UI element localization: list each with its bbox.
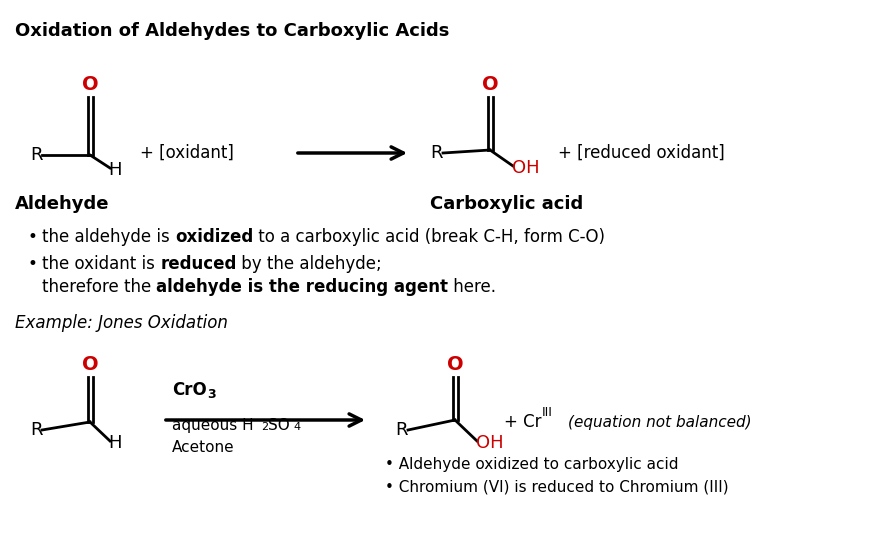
Text: O: O: [482, 76, 499, 95]
Text: + [oxidant]: + [oxidant]: [140, 144, 234, 162]
Text: + [reduced oxidant]: + [reduced oxidant]: [558, 144, 724, 162]
Text: the aldehyde is: the aldehyde is: [42, 228, 175, 246]
Text: reduced: reduced: [161, 255, 236, 273]
Text: Example: Jones Oxidation: Example: Jones Oxidation: [15, 314, 227, 332]
Text: by the aldehyde;: by the aldehyde;: [236, 255, 383, 273]
Text: Aldehyde: Aldehyde: [15, 195, 110, 213]
Text: R: R: [30, 421, 43, 439]
Text: H: H: [108, 161, 121, 179]
Text: + Cr: + Cr: [504, 413, 541, 431]
Text: • Aldehyde oxidized to carboxylic acid: • Aldehyde oxidized to carboxylic acid: [385, 457, 679, 472]
Text: 2: 2: [261, 422, 268, 432]
Text: OH: OH: [512, 159, 540, 177]
Text: 3: 3: [207, 387, 216, 400]
Text: H: H: [108, 434, 121, 452]
Text: R: R: [30, 146, 43, 164]
Text: Acetone: Acetone: [172, 440, 235, 455]
Text: therefore the: therefore the: [42, 278, 156, 296]
Text: O: O: [447, 355, 463, 374]
Text: (equation not balanced): (equation not balanced): [568, 415, 752, 430]
Text: R: R: [430, 144, 442, 162]
Text: oxidized: oxidized: [175, 228, 253, 246]
Text: the oxidant is: the oxidant is: [42, 255, 161, 273]
Text: III: III: [542, 406, 553, 419]
Text: Oxidation of Aldehydes to Carboxylic Acids: Oxidation of Aldehydes to Carboxylic Aci…: [15, 22, 450, 40]
Text: OH: OH: [476, 434, 504, 452]
Text: • Chromium (VI) is reduced to Chromium (III): • Chromium (VI) is reduced to Chromium (…: [385, 480, 729, 495]
Text: SO: SO: [268, 418, 290, 433]
Text: O: O: [82, 76, 98, 95]
Text: aqueous H: aqueous H: [172, 418, 253, 433]
Text: 4: 4: [293, 422, 300, 432]
Text: •: •: [28, 228, 37, 246]
Text: here.: here.: [449, 278, 497, 296]
Text: R: R: [395, 421, 408, 439]
Text: CrO: CrO: [172, 381, 207, 399]
Text: •: •: [28, 255, 37, 273]
Text: Carboxylic acid: Carboxylic acid: [430, 195, 583, 213]
Text: aldehyde is the reducing agent: aldehyde is the reducing agent: [156, 278, 449, 296]
Text: O: O: [82, 355, 98, 374]
Text: to a carboxylic acid (break C‑H, form C‑O): to a carboxylic acid (break C‑H, form C‑…: [253, 228, 606, 246]
